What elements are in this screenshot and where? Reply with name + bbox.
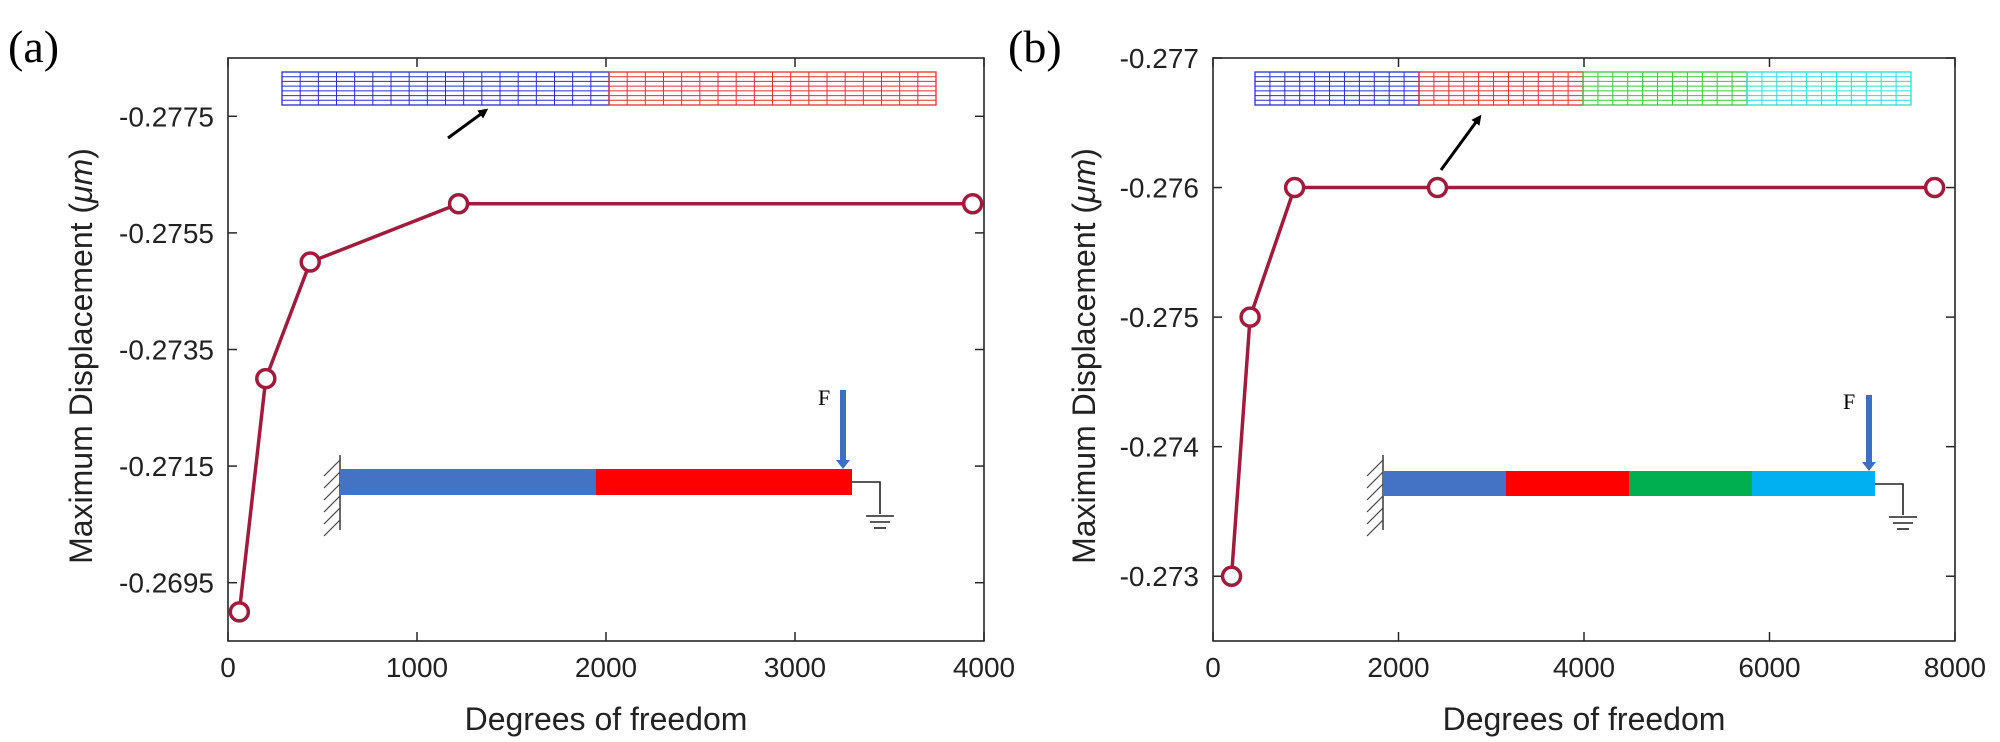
mesh-segment bbox=[1582, 71, 1748, 106]
y-axis-title: Maximum Displacement (μm) bbox=[63, 148, 99, 564]
beam-segments bbox=[1383, 471, 1875, 496]
y-axis-title-unit: μm bbox=[1066, 159, 1102, 204]
x-tick-label: 4000 bbox=[1553, 652, 1615, 683]
y-tick-label: -0.2755 bbox=[119, 218, 214, 249]
x-tick-label: 0 bbox=[1205, 652, 1221, 683]
y-axis-title: Maximum Displacement (μm) bbox=[1066, 148, 1102, 564]
y-axis-title-main: Maximum Displacement ( bbox=[1066, 203, 1102, 564]
force-arrow-head bbox=[836, 460, 850, 469]
plot-area-frame bbox=[227, 57, 985, 642]
wall-hatching bbox=[323, 455, 341, 537]
series-path bbox=[237, 202, 973, 613]
x-tick-label: 2000 bbox=[1367, 652, 1429, 683]
y-axis-title-close: ) bbox=[1066, 148, 1102, 159]
y-tick-label: -0.2735 bbox=[119, 335, 214, 366]
beam-segment bbox=[1629, 471, 1752, 496]
wall-hatching bbox=[1366, 455, 1384, 537]
panel-label: (a) bbox=[8, 21, 59, 72]
y-tick-label: -0.275 bbox=[1120, 302, 1199, 333]
data-point bbox=[447, 193, 470, 215]
mesh-inset bbox=[281, 71, 937, 106]
y-axis-title-unit: μm bbox=[63, 159, 99, 204]
panel-b-chart: (b) 0 2000 4000 6000 8000 -0.273 -0.274 -0.275… bbox=[1008, 21, 1986, 737]
mesh-grid bbox=[281, 71, 937, 106]
x-axis-title: Degrees of freedom bbox=[465, 701, 748, 737]
data-point bbox=[1239, 306, 1261, 328]
x-tick-label: 3000 bbox=[764, 652, 826, 683]
x-tick-label: 2000 bbox=[575, 652, 637, 683]
x-tick-label: 8000 bbox=[1924, 652, 1986, 683]
y-tick-label: -0.276 bbox=[1120, 173, 1199, 204]
beam-segment bbox=[1506, 471, 1629, 496]
data-point bbox=[228, 601, 251, 623]
plot-area-frame bbox=[1212, 57, 1956, 642]
mesh-grid bbox=[1254, 71, 1912, 106]
mesh-segment bbox=[1418, 71, 1584, 106]
mesh-segment bbox=[608, 71, 937, 106]
beam-segment bbox=[1752, 471, 1875, 496]
data-point bbox=[1426, 176, 1449, 199]
ground-symbol bbox=[1875, 483, 1917, 530]
x-tick-labels: 0 1000 2000 3000 4000 bbox=[220, 652, 1015, 683]
beam-segment bbox=[340, 469, 596, 495]
force-label: F bbox=[1843, 389, 1855, 414]
x-tick-label: 4000 bbox=[953, 652, 1015, 683]
x-tick-label: 6000 bbox=[1738, 652, 1800, 683]
x-tick-labels: 0 2000 4000 6000 8000 bbox=[1205, 652, 1986, 683]
y-tick-label: -0.274 bbox=[1120, 432, 1199, 463]
y-tick-label: -0.2715 bbox=[119, 451, 214, 482]
force-label: F bbox=[818, 385, 830, 410]
y-tick-label: -0.2775 bbox=[119, 101, 214, 132]
data-point bbox=[1283, 176, 1306, 199]
tick-marks bbox=[227, 58, 985, 641]
y-tick-label: -0.273 bbox=[1120, 561, 1199, 592]
y-tick-label: -0.2695 bbox=[119, 568, 214, 599]
series-line bbox=[1220, 176, 1946, 587]
cantilever-beam-inset: F bbox=[323, 385, 894, 537]
data-point bbox=[1923, 176, 1946, 199]
tick-marks bbox=[1212, 57, 1956, 641]
x-tick-label: 0 bbox=[220, 652, 236, 683]
x-axis-title: Degrees of freedom bbox=[1443, 701, 1726, 737]
series-path bbox=[1229, 185, 1935, 577]
panel-a-chart: (a) 0 1000 2000 3000 4000 -0.2695-0.2715-0.2… bbox=[8, 21, 1015, 737]
data-point bbox=[961, 193, 984, 215]
mesh-segment bbox=[1254, 71, 1420, 106]
mesh-pointer-arrow bbox=[447, 108, 489, 140]
y-tick-labels: -0.2695 -0.2715 -0.2735 -0.2755 -0.2775 bbox=[119, 101, 214, 598]
series-line bbox=[228, 193, 984, 623]
mesh-segment bbox=[281, 71, 610, 106]
force-arrow-head bbox=[1862, 462, 1876, 471]
y-tick-label: -0.277 bbox=[1120, 43, 1199, 74]
mesh-pointer-arrow bbox=[1439, 114, 1482, 171]
y-axis-title-close: ) bbox=[63, 148, 99, 159]
x-tick-label: 1000 bbox=[386, 652, 448, 683]
data-point bbox=[255, 367, 277, 390]
y-tick-labels: -0.273 -0.274 -0.275 -0.276 -0.277 bbox=[1120, 43, 1199, 592]
y-axis-title-main: Maximum Displacement ( bbox=[63, 203, 99, 564]
mesh-segment bbox=[1746, 71, 1912, 106]
beam-segment bbox=[596, 469, 852, 495]
data-point bbox=[1220, 565, 1243, 587]
data-point bbox=[299, 251, 321, 273]
beam-segments bbox=[340, 469, 852, 495]
ground-symbol bbox=[852, 481, 894, 529]
panel-label: (b) bbox=[1008, 21, 1062, 72]
beam-segment bbox=[1383, 471, 1506, 496]
mesh-inset bbox=[1254, 71, 1912, 106]
cantilever-beam-inset: F bbox=[1366, 389, 1917, 537]
